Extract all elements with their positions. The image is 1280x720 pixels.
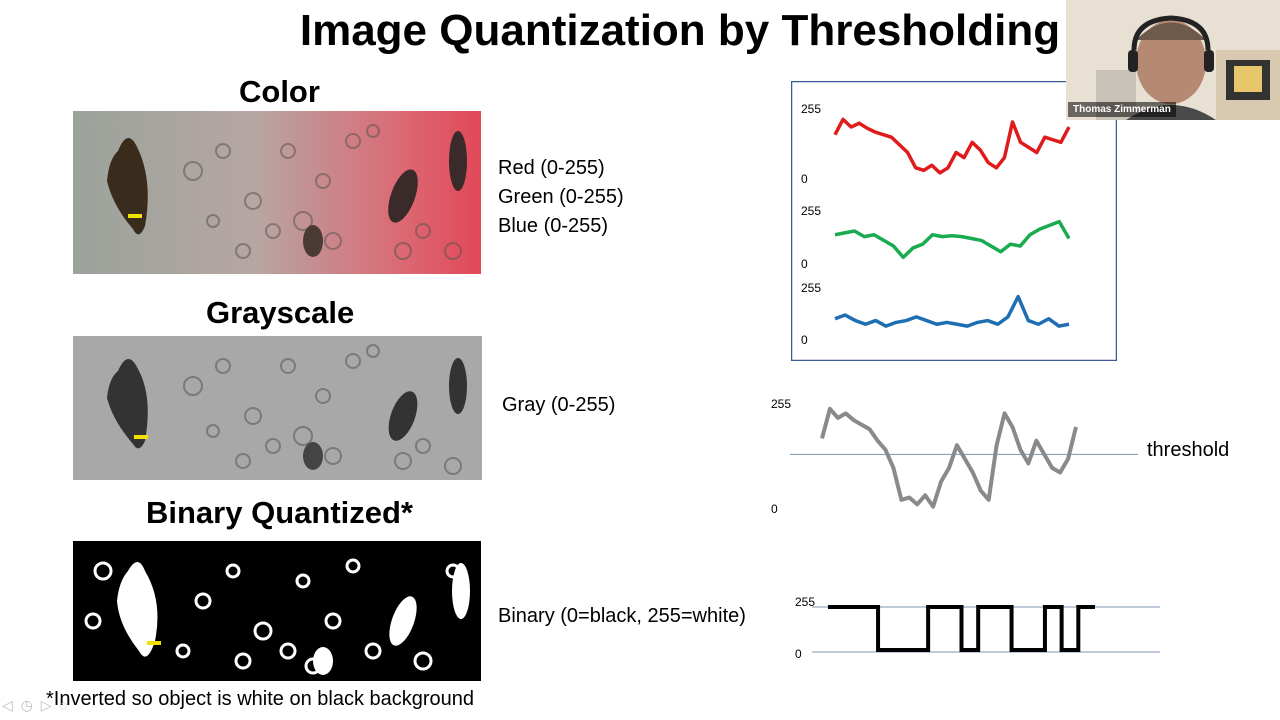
rgb-blue-ytick-min: 0 <box>801 333 808 347</box>
slide-title: Image Quantization by Thresholding <box>299 6 1061 55</box>
binary-channel-chart: 255 0 <box>790 590 1165 665</box>
label-red-channel: Red (0-255) <box>498 157 605 179</box>
rgb-red-ytick-max: 255 <box>801 102 821 116</box>
rgb-series-green <box>834 219 1071 260</box>
gray-channel-chart: 255 0 <box>760 390 1140 530</box>
binary-ytick-max: 255 <box>795 595 815 609</box>
section-title-binary: Binary Quantized* <box>146 495 413 530</box>
label-gray-channel: Gray (0-255) <box>502 394 616 416</box>
rgb-blue-ytick-max: 255 <box>801 281 821 295</box>
rgb-green-ytick-min: 0 <box>801 257 808 271</box>
rgb-red-ytick-min: 0 <box>801 172 808 186</box>
slide-nav-controls[interactable]: ◁ ◷ ▷ ◌ <box>2 697 70 713</box>
rgb-chart-frame <box>790 80 1118 362</box>
rgb-green-ytick-max: 255 <box>801 204 821 218</box>
rgb-series-red <box>833 117 1071 175</box>
threshold-label: threshold <box>1147 439 1230 461</box>
section-title-color: Color <box>239 74 320 109</box>
gray-series <box>820 406 1078 509</box>
binary-series <box>828 605 1095 652</box>
grayscale-microscope-image <box>73 336 482 480</box>
color-microscope-image <box>73 111 481 274</box>
rgb-series-blue <box>834 294 1070 328</box>
footnote: *Inverted so object is white on black ba… <box>46 688 475 710</box>
rgb-channel-chart: 255 0 255 0 255 0 <box>790 80 1118 362</box>
binary-ytick-min: 0 <box>795 647 802 661</box>
participant-video-tile[interactable]: Thomas Zimmerman <box>1066 0 1280 120</box>
binary-microscope-image <box>73 541 481 681</box>
label-green-channel: Green (0-255) <box>498 186 624 208</box>
section-title-grayscale: Grayscale <box>206 295 355 330</box>
participant-name: Thomas Zimmerman <box>1068 102 1176 117</box>
gray-ytick-min: 0 <box>771 502 778 516</box>
gray-ytick-max: 255 <box>771 397 791 411</box>
label-binary-channel: Binary (0=black, 255=white) <box>498 605 746 627</box>
label-blue-channel: Blue (0-255) <box>498 215 609 237</box>
